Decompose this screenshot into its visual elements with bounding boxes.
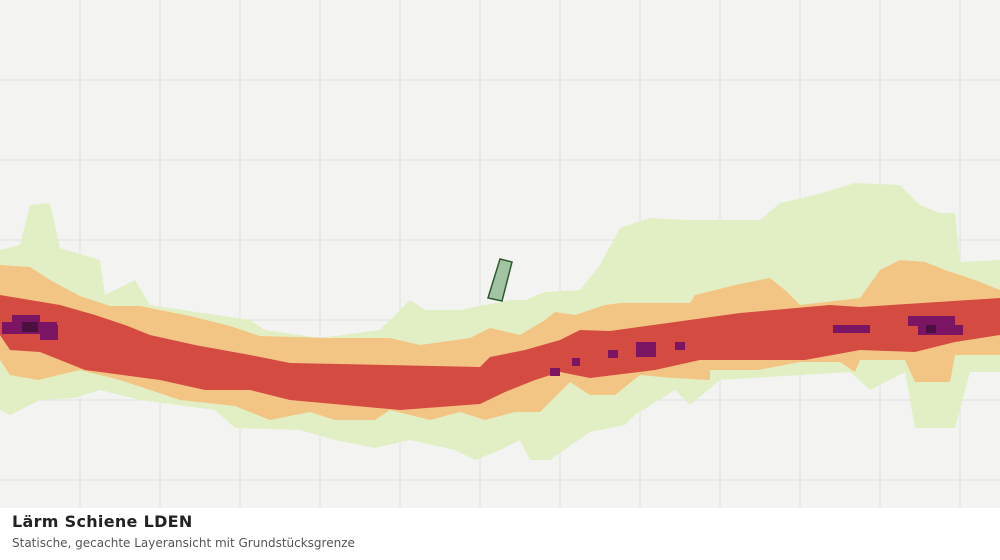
map-view: [0, 0, 1000, 508]
map-title: Lärm Schiene LDEN: [12, 512, 193, 531]
map-subtitle: Statische, gecachte Layeransicht mit Gru…: [12, 536, 355, 550]
noise-zone-very-high: [2, 315, 963, 376]
noise-zone-extreme: [22, 322, 936, 333]
noise-zone-high: [0, 295, 1000, 410]
parcel-boundary: [487, 258, 513, 302]
